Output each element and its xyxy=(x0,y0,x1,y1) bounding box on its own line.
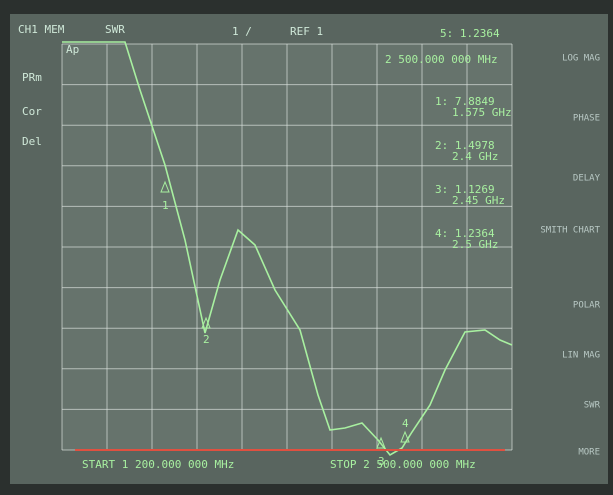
marker-id: 4 xyxy=(402,417,409,430)
left-label: Ap xyxy=(66,43,79,56)
marker-id: 2 xyxy=(203,333,210,346)
softkey[interactable]: POLAR xyxy=(573,301,601,311)
softkey[interactable]: PHASE xyxy=(573,114,600,124)
softkey[interactable]: SMITH CHART xyxy=(540,226,600,236)
softkey[interactable]: DELAY xyxy=(573,174,601,184)
stop-freq: STOP 2 500.000 000 MHz xyxy=(330,458,476,471)
marker-symbols xyxy=(160,180,410,449)
marker-triangle xyxy=(376,436,386,449)
marker-triangle xyxy=(201,316,211,329)
start-freq: START 1 200.000 000 MHz xyxy=(82,458,234,471)
marker-triangle xyxy=(400,430,410,443)
softkeys: LOG MAG PHASE DELAY SMITH CHART POLAR LIN MAG… xyxy=(540,54,600,458)
trace xyxy=(62,41,513,457)
left-label: Cor xyxy=(22,105,42,118)
softkey[interactable]: LIN MAG xyxy=(562,351,600,361)
marker-reading: 4: 1.2364 xyxy=(435,227,495,240)
marker-id: 1 xyxy=(162,199,169,212)
softkey[interactable]: LOG MAG xyxy=(562,54,600,64)
marker-reading: 1: 7.8849 xyxy=(435,95,495,108)
marker-freq: 2.45 GHz xyxy=(452,194,505,207)
format: SWR xyxy=(105,23,125,36)
marker-freq: 1.575 GHz xyxy=(452,106,512,119)
scale: 1 / xyxy=(232,25,252,38)
active-freq: 2 500.000 000 MHz xyxy=(385,53,498,66)
marker-id: 3 xyxy=(378,455,385,468)
ref: REF 1 xyxy=(290,25,323,38)
marker-triangle xyxy=(160,180,170,193)
left-label: PRm xyxy=(22,71,42,84)
left-label: Del xyxy=(22,135,42,148)
channel: CH1 MEM xyxy=(18,23,65,36)
marker-freq: 2.5 GHz xyxy=(452,238,498,251)
softkey[interactable]: SWR xyxy=(584,401,601,411)
softkey[interactable]: MORE xyxy=(578,448,600,458)
marker-reading: 2: 1.4978 xyxy=(435,139,495,152)
marker-reading: 3: 1.1269 xyxy=(435,183,495,196)
marker-freq: 2.4 GHz xyxy=(452,150,498,163)
active-marker: 5: 1.2364 xyxy=(440,27,500,40)
